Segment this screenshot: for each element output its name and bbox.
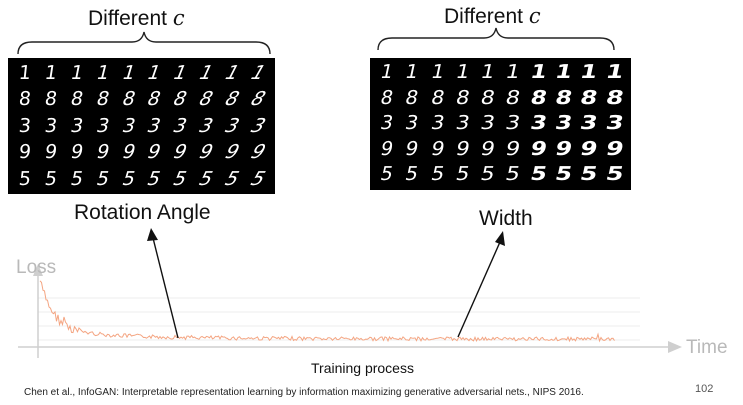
left-header-prefix: Different bbox=[88, 7, 173, 30]
left-header-variable: c bbox=[172, 6, 185, 30]
x-axis-arrowhead bbox=[668, 341, 682, 353]
y-axis-label: Loss bbox=[16, 257, 57, 278]
loss-curve bbox=[39, 280, 615, 343]
right-brace bbox=[377, 27, 615, 51]
left-caption: Rotation Angle bbox=[74, 201, 211, 224]
right-header: Different c bbox=[444, 4, 541, 29]
left-pointer-arrowhead bbox=[147, 228, 158, 241]
left-header: Different c bbox=[88, 6, 185, 31]
x-axis-label: Time bbox=[686, 337, 728, 358]
right-pointer-arrow bbox=[457, 241, 501, 338]
right-caption: Width bbox=[479, 207, 533, 230]
left-pointer-arrow bbox=[152, 237, 179, 339]
right-header-variable: c bbox=[528, 4, 541, 28]
left-brace bbox=[17, 31, 271, 55]
right-header-prefix: Different bbox=[444, 5, 529, 28]
page-number: 102 bbox=[695, 383, 714, 395]
y-axis-arrowhead bbox=[33, 264, 43, 276]
plot-gridlines bbox=[38, 297, 640, 341]
x-caption: Training process bbox=[311, 360, 414, 376]
citation: Chen et al., InfoGAN: Interpretable repr… bbox=[24, 387, 584, 398]
right-pointer-arrowhead bbox=[495, 231, 505, 246]
